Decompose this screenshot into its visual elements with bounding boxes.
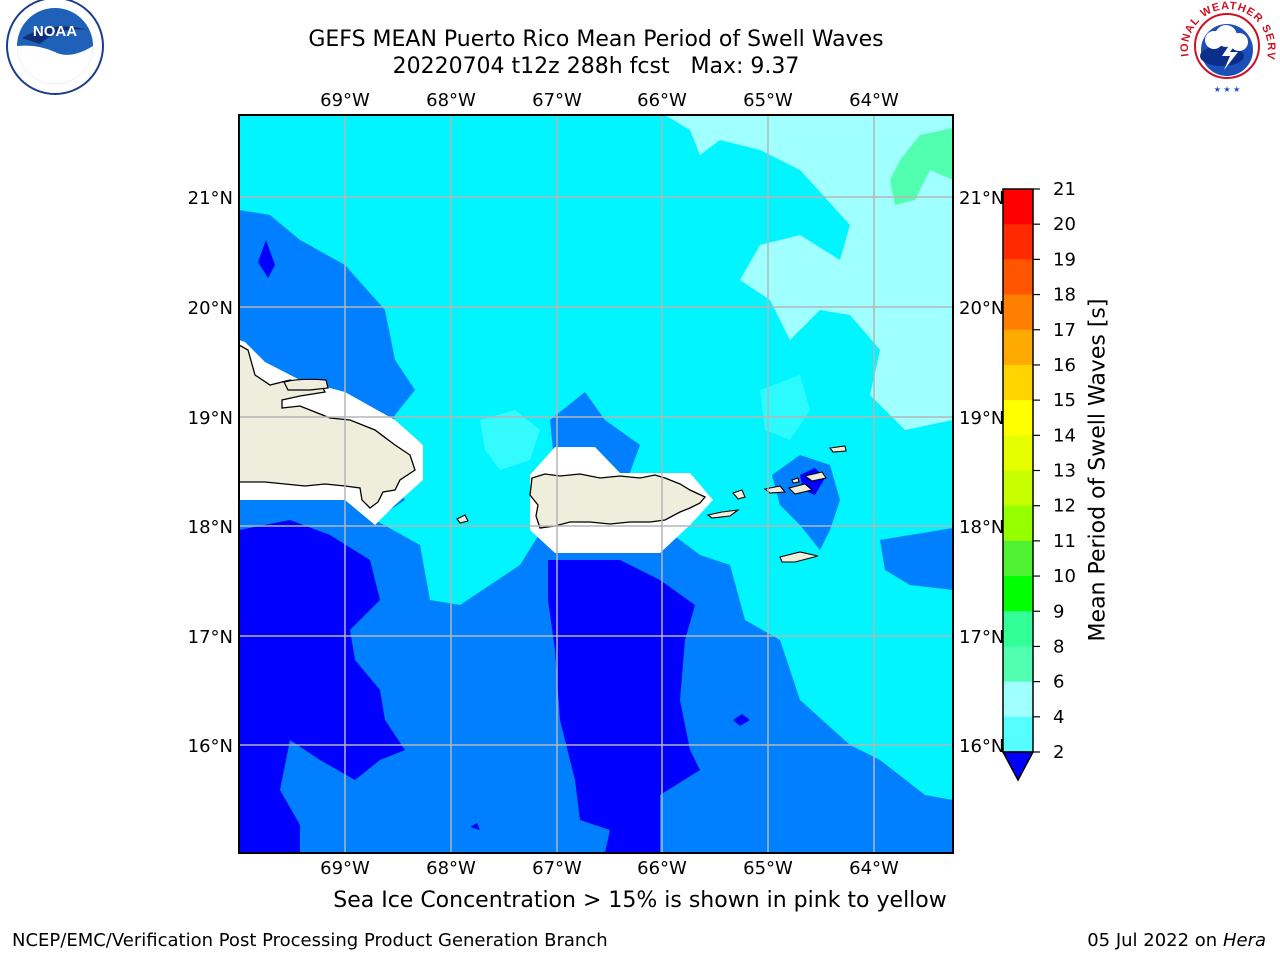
colorbar-bin [1003,470,1033,507]
colorbar-tick-label: 21 [1053,179,1076,200]
map-frame [238,114,954,854]
colorbar-bin [1003,189,1033,225]
colorbar-bin [1003,611,1033,647]
footer-date: 05 Jul 2022 on Hera [1087,930,1266,951]
top-lon-labels: 69°W 68°W 67°W 66°W 65°W 64°W [320,90,899,111]
lat-label-right: 17°N [959,627,1004,648]
colorbar-tick-label: 16 [1053,355,1076,376]
bottom-lon-labels: 69°W 68°W 67°W 66°W 65°W 64°W [320,858,899,879]
lon-label-top: 66°W [637,90,687,111]
map-area [239,115,953,853]
colorbar-bin [1003,576,1033,612]
noaa-logo-text: NOAA [33,23,77,40]
colorbar-bin [1003,681,1033,718]
chart-title-line1: GEFS MEAN Puerto Rico Mean Period of Swe… [308,27,884,52]
colorbar-bin [1003,400,1033,436]
small-islands [456,445,847,563]
lon-label-top: 65°W [743,90,793,111]
colorbar-tick-label: 11 [1053,531,1076,552]
swell-field-patches [480,375,810,470]
colorbar-tick-label: 13 [1053,461,1076,482]
swell-field-8-9 [665,115,953,430]
footer-host: Hera [1222,930,1266,951]
colorbar-bin [1003,646,1033,683]
lat-label-right: 19°N [959,408,1004,429]
footer-branch: NCEP/EMC/Verification Post Processing Pr… [12,930,608,951]
chart-title-line2: 20220704 t12z 288h fcst Max: 9.37 [392,54,800,79]
lon-label-bottom: 67°W [532,858,582,879]
lat-label-left: 17°N [188,627,233,648]
colorbar-bin [1003,435,1033,471]
lat-label-right: 20°N [959,298,1004,319]
colorbar-tick-label: 2 [1053,742,1064,763]
lon-label-bottom: 64°W [849,858,899,879]
svg-text:NATIONAL WEATHER SERVICE: NATIONAL WEATHER SERVICE [0,0,1277,61]
lat-label-left: 18°N [188,517,233,538]
colorbar-bin [1003,224,1033,260]
lat-label-left: 16°N [188,736,233,757]
lat-label-left: 20°N [188,298,233,319]
lat-label-left: 19°N [188,408,233,429]
noaa-logo: NOAA [6,0,104,95]
colorbar-tick-label: 12 [1053,496,1076,517]
colorbar-tick-label: 19 [1053,249,1076,270]
lon-label-bottom: 66°W [637,858,687,879]
lon-label-top: 64°W [849,90,899,111]
colorbar-bin [1003,716,1033,753]
colorbar: 21 20 19 18 17 16 15 14 13 12 11 10 9 8 6 4 2 [1001,179,1076,782]
lat-label-right: 18°N [959,517,1004,538]
colorbar-bin [1003,505,1033,542]
graticule [239,115,953,853]
lon-label-top: 68°W [426,90,476,111]
sea-ice-note: Sea Ice Concentration > 15% is shown in … [333,888,947,913]
svg-text:★ ★ ★: ★ ★ ★ [1214,85,1241,94]
colorbar-tick-label: 9 [1053,601,1064,622]
lon-label-bottom: 65°W [743,858,793,879]
colorbar-tick-label: 14 [1053,425,1076,446]
swell-field-9-10 [890,128,953,205]
nws-logo: NATIONAL WEATHER SERVICE ★ ★ ★ [0,0,1277,94]
lat-label-right: 21°N [959,188,1004,209]
colorbar-bin [1003,540,1033,577]
colorbar-tick-label: 4 [1053,707,1064,728]
lat-label-right: 16°N [959,736,1004,757]
lon-label-bottom: 69°W [320,858,370,879]
colorbar-title: Mean Period of Swell Waves [s] [1085,298,1111,642]
left-lat-labels: 21°N 20°N 19°N 18°N 17°N 16°N [188,188,233,757]
colorbar-tick-label: 20 [1053,214,1076,235]
colorbar-tick-label: 18 [1053,285,1076,306]
colorbar-tick-label: 17 [1053,320,1076,341]
colorbar-tick-label: 6 [1053,672,1064,693]
colorbar-tick-label: 10 [1053,566,1076,587]
lat-label-left: 21°N [188,188,233,209]
colorbar-bin [1003,294,1033,331]
colorbar-bin [1003,329,1033,366]
footer-date-text: 05 Jul 2022 on [1087,930,1218,951]
colorbar-tick-label: 15 [1053,390,1076,411]
colorbar-bin [1003,259,1033,296]
colorbar-bin [1003,364,1033,401]
lon-label-top: 69°W [320,90,370,111]
right-lat-labels: 21°N 20°N 19°N 18°N 17°N 16°N [959,188,1004,757]
colorbar-extend [1001,751,1035,782]
lon-label-bottom: 68°W [426,858,476,879]
lon-label-top: 67°W [532,90,582,111]
nws-logo-text: NATIONAL WEATHER SERVICE [0,0,1276,61]
colorbar-tick-label: 8 [1053,636,1064,657]
